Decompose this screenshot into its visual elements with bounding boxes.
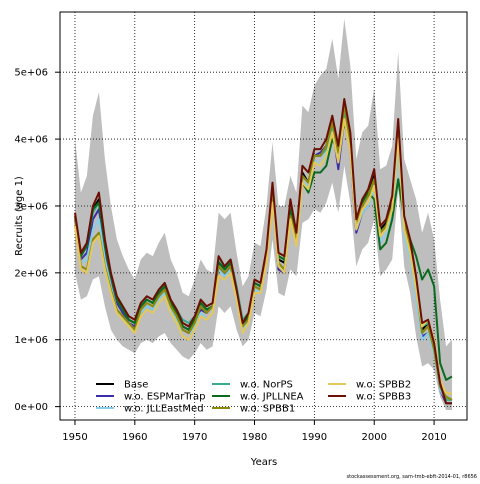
legend-label: w.o. NorPS xyxy=(240,380,293,391)
x-tick-label: 1950 xyxy=(62,432,87,443)
plot-frame xyxy=(59,11,468,421)
series-line-w-o-spbb3 xyxy=(74,98,452,405)
legend-label: w.o. JPLLNEA xyxy=(240,392,304,403)
y-axis-title: Recruits (age 1) xyxy=(14,176,25,256)
legend-label: Base xyxy=(124,380,148,391)
legend-label: w.o. ESPMarTrap xyxy=(124,392,206,403)
x-axis-title: Years xyxy=(250,457,277,468)
x-tick-label: 1960 xyxy=(122,432,147,443)
y-tick-label: 0e+00 xyxy=(14,402,48,413)
axis-layer: 1950 1960 1970 1980 1990 2000 2010 0e+00 1e+06 2e… xyxy=(14,68,446,443)
x-tick-label: 1970 xyxy=(182,432,207,443)
legend-label: w.o. SPBB1 xyxy=(240,404,295,415)
legend-label: w.o. SPBB2 xyxy=(356,380,411,391)
x-tick-label: 2000 xyxy=(362,432,387,443)
confidence-band-layer xyxy=(75,18,452,410)
series-lines-layer xyxy=(74,98,453,405)
grid-layer xyxy=(60,12,467,420)
legend-label: w.o. JLLEastMed xyxy=(124,404,204,415)
x-tick-label: 1990 xyxy=(302,432,327,443)
y-tick-label: 5e+06 xyxy=(14,68,48,79)
series-line-w-o-spbb2 xyxy=(74,118,452,395)
y-tick-label: 1e+06 xyxy=(14,335,48,346)
credit-text: stockassessment.org, sam-tmb-ebft-2014-0… xyxy=(347,474,477,480)
y-tick-label: 3e+06 xyxy=(14,201,48,212)
y-tick-label: 4e+06 xyxy=(14,135,48,146)
confidence-band xyxy=(75,18,452,410)
y-tick-label: 2e+06 xyxy=(14,268,48,279)
x-tick-label: 2010 xyxy=(421,432,446,443)
x-tick-label: 1980 xyxy=(242,432,267,443)
legend-label: w.o. SPBB3 xyxy=(356,392,411,403)
